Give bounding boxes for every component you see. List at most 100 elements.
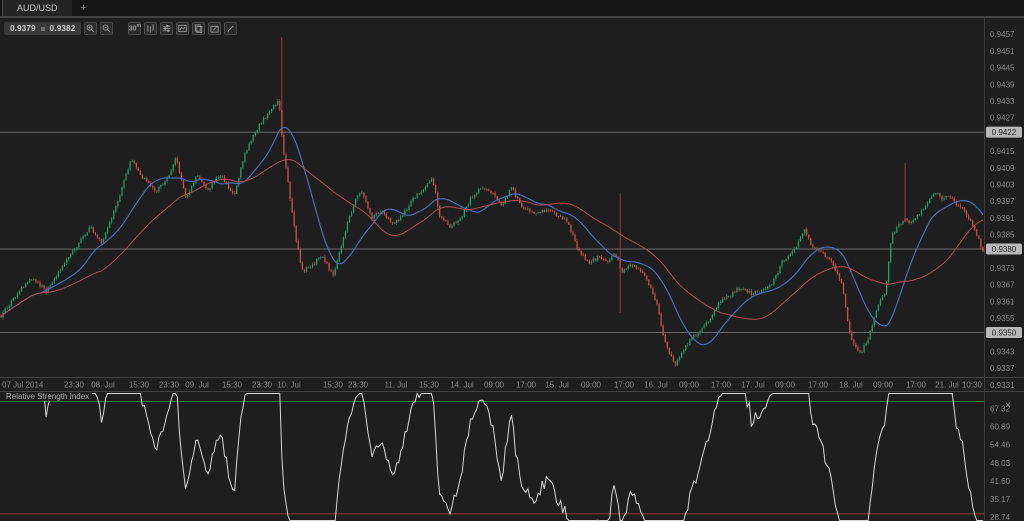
magnifier-minus-icon (102, 24, 111, 33)
ask-price: 0.9382 (49, 24, 76, 33)
price-tick-label: 0.9427 (990, 114, 1015, 123)
quote-badge: 0.9379 0.9382 (4, 22, 82, 35)
down-bodies (0, 100, 984, 366)
price-tick-label: 0.9439 (990, 80, 1015, 89)
time-tick-label: 17:00 (711, 381, 732, 390)
snapshot-button[interactable] (176, 22, 190, 35)
price-tick-label: 0.9451 (990, 47, 1015, 56)
price-tick-label: 0.9367 (990, 281, 1015, 290)
price-tick-label: 0.9331 (990, 381, 1015, 390)
tab-label: AUD/USD (17, 3, 58, 13)
rsi-tick-label: 54.46 (990, 441, 1011, 450)
time-tick-label: 17. Jul (741, 381, 765, 390)
time-tick-label: 07 Jul 2014 (2, 381, 44, 390)
sliders-icon (163, 24, 171, 33)
time-tick-label: 10. Jul (277, 381, 301, 390)
tab-audusd[interactable]: AUD/USD (2, 0, 72, 16)
time-tick-label: 23:30 (159, 381, 180, 390)
price-tick-label: 0.9433 (990, 97, 1015, 106)
chart-type-button[interactable] (144, 22, 158, 35)
time-tick-label: 09:00 (679, 381, 700, 390)
price-tick-label: 0.9457 (990, 30, 1015, 39)
time-tick-label: 23:30 (64, 381, 85, 390)
time-tick-label: 23:30 (252, 381, 273, 390)
candlestick-series (0, 37, 984, 367)
time-tick-label: 10:30 (962, 381, 983, 390)
time-tick-label: 15:30 (419, 381, 440, 390)
time-tick-label: 16. Jul (644, 381, 668, 390)
price-tick-label: 0.9337 (990, 364, 1015, 373)
level-lines (0, 131, 984, 333)
pages-icon (195, 24, 203, 33)
candlestick-icon (147, 24, 154, 33)
time-tick-label: 09:00 (581, 381, 602, 390)
copy-button[interactable] (192, 22, 206, 35)
rsi-tick-label: 28.74 (990, 513, 1011, 521)
rsi-line (29, 392, 983, 521)
time-tick-label: 09. Jul (185, 381, 209, 390)
price-label-box (986, 126, 1022, 138)
down-wicks (0, 37, 984, 367)
time-tick-label: 15:30 (129, 381, 150, 390)
chart-toolbar: 0.9379 0.9382 30m (4, 22, 238, 35)
timeframe-button[interactable]: 30m (128, 22, 142, 35)
price-label-box-value: 0.9380 (992, 245, 1017, 254)
rsi-tick-label: 48.03 (990, 459, 1011, 468)
time-tick-label: 15. Jul (545, 381, 569, 390)
edit-button[interactable] (208, 22, 222, 35)
price-tick-label: 0.9355 (990, 314, 1015, 323)
rsi-close-button[interactable]: × (1005, 400, 1011, 411)
tab-bar: AUD/USD + (0, 0, 1024, 17)
spread-indicator (40, 26, 45, 31)
new-tab-button[interactable]: + (80, 2, 87, 14)
time-tick-label: 18. Jul (839, 381, 863, 390)
time-tick-label: 14. Jul (450, 381, 474, 390)
pencil-icon (227, 25, 234, 33)
magnifier-plus-icon (86, 24, 95, 33)
price-label-box-value: 0.9350 (992, 328, 1017, 337)
price-tick-label: 0.9415 (990, 147, 1015, 156)
ma-line-50 (0, 159, 984, 320)
price-tick-label: 0.9385 (990, 231, 1015, 240)
time-tick-label: 11. Jul (385, 381, 408, 390)
rsi-tick-label: 35.17 (990, 495, 1011, 504)
time-tick-label: 17:00 (808, 381, 829, 390)
price-label-box (986, 243, 1022, 255)
price-label-box-value: 0.9422 (992, 128, 1017, 137)
time-tick-label: 15:30 (323, 381, 344, 390)
time-axis[interactable]: 07 Jul 2014 23:30 08. Jul 15:30 23:30 09. Jul… (2, 381, 983, 390)
ma-line-21 (0, 126, 984, 346)
price-axis[interactable]: 0.9457 0.9451 0.9445 0.9439 0.9433 0.9427 0.94… (986, 30, 1022, 390)
timeframe-label: 30m (128, 23, 141, 33)
rsi-tick-label: 60.89 (990, 423, 1011, 432)
price-tick-label: 0.9361 (990, 297, 1015, 306)
price-tick-label: 0.9397 (990, 197, 1015, 206)
chart-image-icon (178, 24, 188, 33)
time-tick-label: 08. Jul (91, 381, 115, 390)
time-tick-label: 23:30 (348, 381, 369, 390)
zoom-out-button[interactable] (100, 22, 114, 35)
time-tick-label: 15:30 (222, 381, 243, 390)
rsi-tick-label: 67.32 (990, 405, 1011, 414)
zoom-in-button[interactable] (84, 22, 98, 35)
time-tick-label: 09:00 (873, 381, 894, 390)
price-tick-label: 0.9391 (990, 214, 1015, 223)
indicators-button[interactable] (160, 22, 174, 35)
price-tick-label: 0.9373 (990, 264, 1015, 273)
rsi-axis[interactable]: 67.32 60.89 54.46 48.03 41.60 35.17 28.74 (990, 405, 1011, 521)
rsi-title: Relative Strength Index (3, 392, 93, 401)
rsi-pane (0, 392, 984, 521)
time-tick-label: 09:00 (775, 381, 796, 390)
up-bodies (2, 100, 947, 366)
pane-borders (0, 17, 1024, 521)
price-tick-label: 0.9445 (990, 64, 1015, 73)
time-tick-label: 17:00 (906, 381, 927, 390)
draw-button[interactable] (224, 22, 238, 35)
price-tick-label: 0.9343 (990, 348, 1015, 357)
edit-box-icon (210, 25, 219, 33)
price-tick-label: 0.9409 (990, 164, 1015, 173)
bid-price: 0.9379 (10, 24, 36, 33)
moving-averages (0, 126, 984, 346)
time-tick-label: 17:00 (516, 381, 537, 390)
